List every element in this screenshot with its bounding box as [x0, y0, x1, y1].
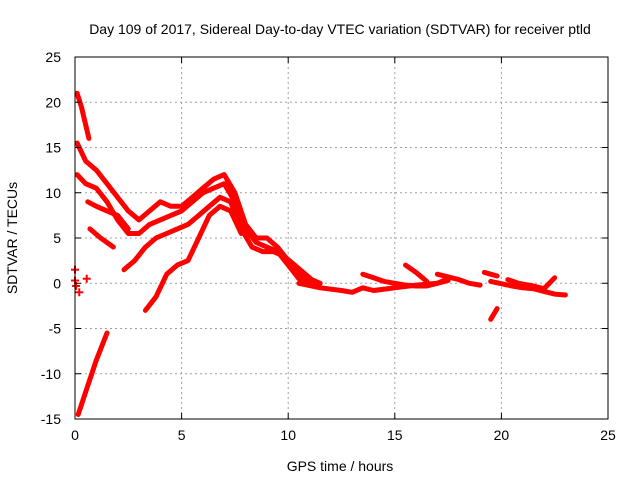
series-track-a	[74, 90, 92, 141]
y-tick-label: -10	[41, 366, 61, 382]
axis-ticks	[74, 56, 609, 420]
x-tick-label: 5	[178, 427, 186, 443]
y-tick-label: 20	[45, 94, 61, 110]
series-track-k	[403, 262, 430, 284]
x-tick-label: 0	[71, 427, 79, 443]
x-tick-label: 10	[280, 427, 296, 443]
x-axis-label: GPS time / hours	[287, 458, 394, 474]
chart-title: Day 109 of 2017, Sidereal Day-to-day VTE…	[89, 21, 591, 37]
y-tick-label: -15	[41, 411, 61, 427]
x-tick-label: 15	[387, 427, 403, 443]
series-track-h	[75, 330, 110, 417]
series-track-m	[481, 269, 500, 279]
series-track-e	[87, 226, 116, 250]
series-track-j	[360, 271, 451, 289]
series-track-g	[142, 203, 244, 313]
y-tick-label: 0	[53, 275, 61, 291]
x-tick-labels: 0 5 10 15 20 25	[71, 427, 616, 443]
y-tick-label: 5	[53, 230, 61, 246]
data-points	[71, 265, 91, 297]
y-axis-label: SDTVAR / TECUs	[4, 182, 20, 294]
y-tick-labels: -15 -10 -5 0 5 10 15 20 25	[41, 49, 61, 427]
y-tick-label: 25	[45, 49, 61, 65]
series-track-b	[74, 140, 323, 286]
y-tick-label: 10	[45, 185, 61, 201]
y-tick-label: -5	[49, 321, 62, 337]
x-tick-label: 25	[600, 427, 616, 443]
data-series	[74, 90, 568, 417]
series-track-l	[434, 271, 483, 288]
series-track-o	[488, 278, 568, 298]
series-track-f	[121, 194, 319, 286]
point-marker	[82, 274, 91, 283]
point-marker	[75, 288, 84, 297]
grid	[75, 57, 608, 419]
series-track-n	[488, 306, 500, 322]
series-track-p	[505, 275, 558, 292]
series-track-d	[85, 199, 131, 232]
y-tick-label: 15	[45, 140, 61, 156]
x-tick-label: 20	[494, 427, 510, 443]
